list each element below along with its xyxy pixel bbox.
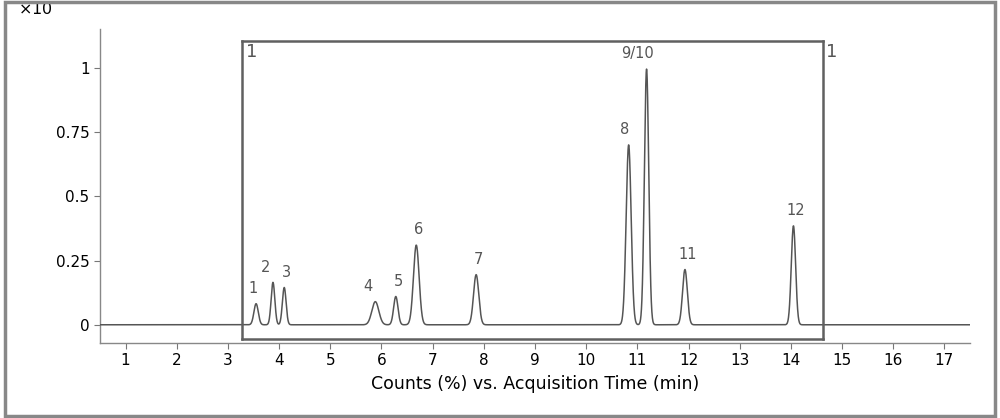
Text: 1: 1 <box>249 281 258 296</box>
Text: 4: 4 <box>364 279 373 294</box>
Text: 2: 2 <box>72 0 81 1</box>
Text: 6: 6 <box>414 222 423 237</box>
Text: 1: 1 <box>826 43 838 61</box>
Text: 9/10: 9/10 <box>621 46 654 61</box>
Text: 3: 3 <box>282 265 291 280</box>
Text: 1: 1 <box>246 43 257 61</box>
Text: 7: 7 <box>474 252 483 267</box>
Text: $\times$10: $\times$10 <box>18 1 52 17</box>
Text: 12: 12 <box>787 203 805 218</box>
Text: 8: 8 <box>620 122 629 137</box>
Text: 2: 2 <box>261 260 270 275</box>
X-axis label: Counts (%) vs. Acquisition Time (min): Counts (%) vs. Acquisition Time (min) <box>371 375 699 393</box>
Text: 5: 5 <box>394 274 403 289</box>
Text: 11: 11 <box>678 247 697 262</box>
